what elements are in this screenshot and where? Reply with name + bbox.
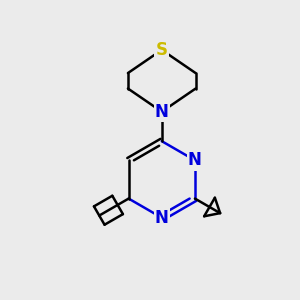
Text: N: N bbox=[188, 151, 202, 169]
Text: N: N bbox=[155, 103, 169, 121]
Text: S: S bbox=[156, 41, 168, 59]
Text: N: N bbox=[155, 209, 169, 227]
